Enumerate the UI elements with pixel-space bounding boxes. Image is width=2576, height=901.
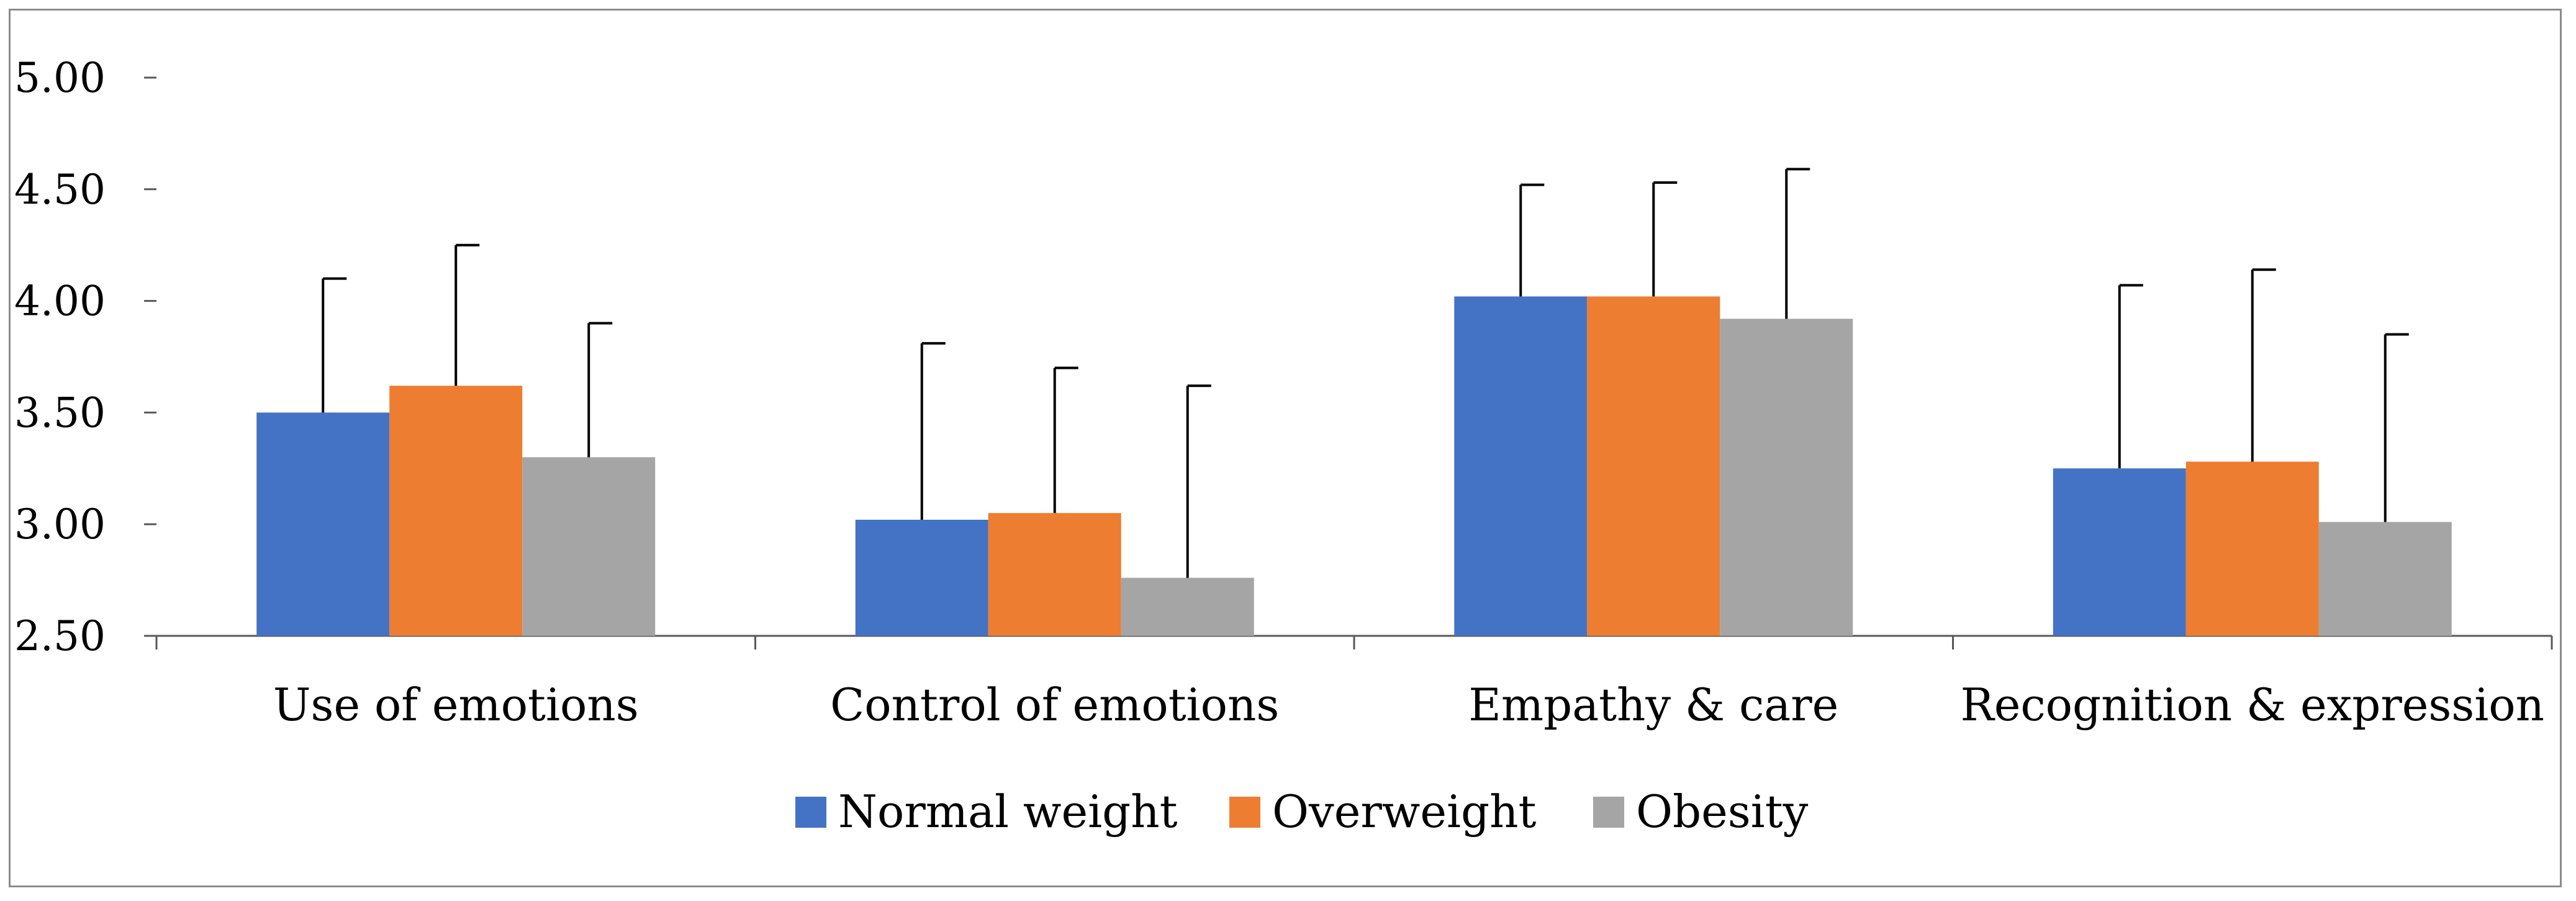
bar-overweight	[1587, 296, 1720, 636]
legend-label: Normal weight	[838, 786, 1178, 838]
y-tick-label: 4.50	[14, 166, 106, 214]
y-tick-label: 2.50	[14, 612, 106, 660]
bar-overweight	[988, 513, 1121, 636]
legend-label: Overweight	[1272, 786, 1536, 838]
legend-label: Obesity	[1636, 786, 1809, 838]
category-label: Use of emotions	[273, 679, 639, 731]
bar-overweight	[2185, 461, 2319, 636]
legend: Normal weight Overweight Obesity	[795, 786, 1809, 838]
y-tick-label: 4.00	[14, 278, 106, 325]
legend-swatch-overweight	[1229, 797, 1260, 828]
bar-overweight	[389, 386, 523, 636]
y-tick-label: 3.00	[14, 500, 106, 548]
category-label: Recognition & expression	[1961, 679, 2545, 731]
bars	[256, 296, 2452, 636]
bar-obesity	[1720, 319, 1853, 636]
bar-normal-weight	[2053, 468, 2186, 636]
y-tick-label: 3.50	[14, 389, 106, 437]
bar-obesity	[2318, 522, 2452, 636]
bar-normal-weight	[1454, 296, 1588, 636]
bar-normal-weight	[256, 412, 390, 636]
bar-obesity	[522, 457, 656, 636]
bar-obesity	[1121, 577, 1254, 636]
bar-normal-weight	[855, 520, 988, 636]
category-label: Empathy & care	[1468, 679, 1838, 731]
y-tick-label: 5.00	[14, 54, 106, 102]
legend-swatch-normal-weight	[795, 797, 826, 828]
legend-swatch-obesity	[1593, 797, 1624, 828]
category-label: Control of emotions	[830, 679, 1279, 731]
error-bars	[322, 168, 2409, 578]
labels: 2.50 3.00 3.50 4.00 4.50 5.00 Use of emotions C…	[14, 54, 2544, 731]
